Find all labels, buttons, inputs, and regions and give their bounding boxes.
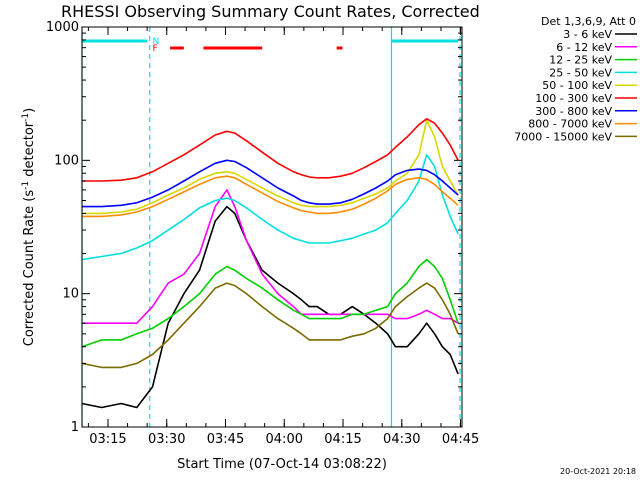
legend-entry-label: 7000 - 15000 keV xyxy=(514,130,612,143)
chart-title: RHESSI Observing Summary Count Rates, Co… xyxy=(61,2,480,21)
legend-entry-label: 3 - 6 keV xyxy=(563,28,612,41)
x-tick-label: 04:15 xyxy=(324,432,361,447)
x-tick-label: 03:30 xyxy=(148,432,185,447)
legend-entry-label: 25 - 50 keV xyxy=(549,66,612,79)
series-line xyxy=(82,159,459,208)
legend-header: Det 1,3,6,9, Att 0 xyxy=(541,15,636,28)
x-tick-label: 03:45 xyxy=(207,432,244,447)
mode-boundary-lines xyxy=(81,27,461,427)
legend-entry-label: 12 - 25 keV xyxy=(549,54,612,67)
y-tick-label: 1000 xyxy=(46,20,79,35)
series-line xyxy=(82,119,459,215)
series-line xyxy=(81,154,459,261)
y-tick-label: 1 xyxy=(71,420,79,435)
legend-entry-label: 300 - 800 keV xyxy=(535,105,612,118)
x-axis-ticks: 03:15 03:30 03:45 04:00 04:15 04:30 04:45 xyxy=(87,27,479,447)
x-axis-label: Start Time (07-Oct-14 03:08:22) xyxy=(177,457,387,472)
x-tick-label: 04:30 xyxy=(383,432,420,447)
x-tick-label: 03:15 xyxy=(89,432,126,447)
x-tick-label: 04:00 xyxy=(266,432,303,447)
series-lines xyxy=(81,118,459,409)
series-line xyxy=(81,258,459,348)
plot-frame xyxy=(81,26,463,428)
f-flag-label: F xyxy=(153,44,158,54)
legend-entry-label: 6 - 12 keV xyxy=(556,41,612,54)
legend-entry-label: 800 - 7000 keV xyxy=(528,118,612,131)
legend-entry-label: 100 - 300 keV xyxy=(535,92,612,105)
series-line xyxy=(82,189,459,325)
series-line xyxy=(82,118,459,182)
series-line xyxy=(81,282,459,369)
series-line xyxy=(82,175,459,218)
x-tick-label: 04:45 xyxy=(442,432,479,447)
y-tick-label: 10 xyxy=(62,287,79,302)
n-flag-label: N xyxy=(153,37,160,47)
y-axis-label: Corrected Count Rate (s-1 detector-1) xyxy=(21,108,37,346)
series-line xyxy=(81,205,459,409)
legend-entry-label: 50 - 100 keV xyxy=(542,79,612,92)
generated-timestamp: 20-Oct-2021 20:18 xyxy=(560,467,636,476)
y-tick-label: 100 xyxy=(54,153,79,168)
flag-bars: NF xyxy=(82,37,459,54)
y-axis-ticks: 1 10 100 1000 xyxy=(46,20,462,435)
